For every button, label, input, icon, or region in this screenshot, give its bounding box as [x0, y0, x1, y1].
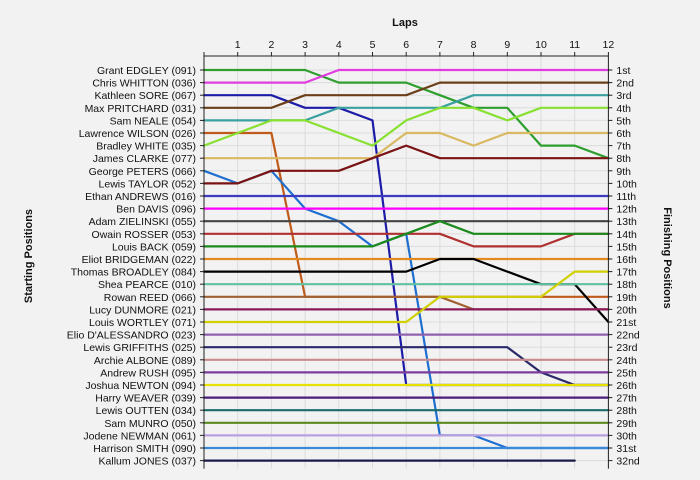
finishing-position-label: 7th	[616, 141, 631, 153]
finishing-position-label: 10th	[616, 178, 637, 190]
starting-position-label: Grant EDGLEY (091)	[97, 65, 196, 77]
finishing-position-label: 24th	[616, 355, 637, 367]
y-axis-right-label: Finishing Positions	[661, 207, 673, 308]
finishing-position-label: 17th	[616, 267, 637, 279]
finishing-position-label: 31st	[616, 443, 636, 455]
lap-tick-label: 9	[504, 39, 510, 51]
lap-tick-label: 5	[370, 39, 376, 51]
starting-position-label: Lawrence WILSON (026)	[79, 128, 196, 140]
driver-line-8	[202, 131, 610, 160]
lap-tick-label: 10	[535, 39, 547, 51]
driver-line-2	[202, 68, 610, 84]
finishing-position-label: 11th	[616, 191, 636, 203]
starting-position-label: Thomas BROADLEY (084)	[71, 267, 196, 279]
finishing-position-label: 28th	[616, 405, 637, 417]
lap-tick-label: 12	[603, 39, 615, 51]
finishing-position-label: 20th	[616, 304, 637, 316]
lap-tick-label: 1	[235, 39, 241, 51]
starting-position-label: Lucy DUNMORE (021)	[89, 304, 196, 316]
finishing-position-label: 25th	[616, 367, 637, 379]
finishing-position-label: 13th	[616, 216, 637, 228]
finishing-position-label: 3rd	[616, 90, 631, 102]
starting-position-label: Max PRITCHARD (031)	[85, 103, 196, 115]
finishing-position-label: 19th	[616, 292, 637, 304]
starting-position-label: Andrew RUSH (095)	[100, 367, 196, 379]
lap-tick-label: 7	[437, 39, 443, 51]
driver-line-4	[202, 81, 610, 109]
starting-position-label: Ethan ANDREWS (016)	[85, 191, 196, 203]
starting-position-label: Sam MUNRO (050)	[104, 418, 196, 430]
driver-line-7	[202, 106, 610, 147]
starting-position-label: Jodene NEWMAN (061)	[83, 430, 196, 442]
starting-position-label: Harry WEAVER (039)	[95, 393, 196, 405]
starting-position-label: Harrison SMITH (090)	[93, 443, 196, 455]
lap-tick-label: 4	[336, 39, 342, 51]
starting-position-label: Shea PEARCE (010)	[98, 279, 196, 291]
axes	[200, 52, 613, 469]
finishing-position-label: 12th	[616, 204, 637, 216]
starting-position-label: Archie ALBONE (089)	[94, 355, 196, 367]
starting-position-label: Adam ZIELINSKI (055)	[89, 216, 196, 228]
finishing-position-label: 15th	[616, 241, 637, 253]
finishing-position-label: 30th	[616, 430, 637, 442]
starting-position-label: Kathleen SORE (067)	[94, 90, 196, 102]
starting-position-label: Bradley WHITE (035)	[96, 141, 196, 153]
finishing-position-label: 26th	[616, 380, 637, 392]
starting-position-label: Eliot BRIDGEMAN (022)	[82, 254, 196, 266]
lap-tick-label: 11	[569, 39, 580, 51]
starting-position-label: Kallum JONES (037)	[99, 456, 196, 468]
lap-tick-label: 2	[268, 39, 274, 51]
finishing-position-label: 9th	[616, 166, 631, 178]
finishing-position-label: 23rd	[616, 342, 637, 354]
starting-position-label: Lewis OUTTEN (034)	[96, 405, 196, 417]
finishing-position-label: 32nd	[616, 456, 640, 468]
finishing-position-label: 14th	[616, 229, 637, 241]
chart-title: Laps	[392, 17, 418, 29]
starting-position-label: Louis BACK (059)	[112, 241, 196, 253]
starting-position-label: Owain ROSSER (053)	[92, 229, 196, 241]
grid	[203, 56, 609, 469]
finishing-position-label: 16th	[616, 254, 637, 266]
lap-tick-label: 8	[471, 39, 477, 51]
starting-position-label: Lewis TAYLOR (052)	[99, 178, 196, 190]
finishing-position-label: 2nd	[616, 78, 634, 90]
starting-position-label: Louis WORTLEY (071)	[89, 317, 196, 329]
lap-tick-label: 3	[302, 39, 308, 51]
driver-line-1	[202, 68, 610, 160]
starting-position-label: Ben DAVIS (096)	[116, 204, 196, 216]
finishing-position-label: 5th	[616, 115, 631, 127]
driver-line-21	[202, 270, 610, 324]
position-lines	[202, 68, 610, 462]
driver-line-10	[202, 144, 610, 185]
starting-position-label: Sam NEALE (054)	[110, 115, 196, 127]
lap-tick-label: 6	[403, 39, 409, 51]
starting-position-label: Lewis GRIFFITHS (025)	[83, 342, 196, 354]
starting-position-label: Elio D'ALESSANDRO (023)	[67, 330, 196, 342]
finishing-position-label: 8th	[616, 153, 631, 165]
starting-position-label: Chris WHITTON (036)	[92, 78, 196, 90]
finishing-position-label: 18th	[616, 279, 637, 291]
starting-position-label: Joshua NEWTON (094)	[85, 380, 196, 392]
finishing-position-label: 27th	[616, 393, 637, 405]
finishing-position-label: 6th	[616, 128, 631, 140]
driver-line-15	[202, 220, 610, 248]
finishing-position-label: 29th	[616, 418, 637, 430]
y-axis-left-label: Starting Positions	[23, 209, 35, 303]
starting-position-label: Rowan REED (066)	[104, 292, 196, 304]
finishing-position-label: 22nd	[616, 330, 640, 342]
finishing-position-label: 1st	[616, 65, 630, 77]
finishing-position-label: 21st	[616, 317, 636, 329]
starting-position-label: James CLARKE (077)	[93, 153, 196, 165]
starting-position-label: George PETERS (066)	[89, 166, 196, 178]
finishing-position-label: 4th	[616, 103, 631, 115]
